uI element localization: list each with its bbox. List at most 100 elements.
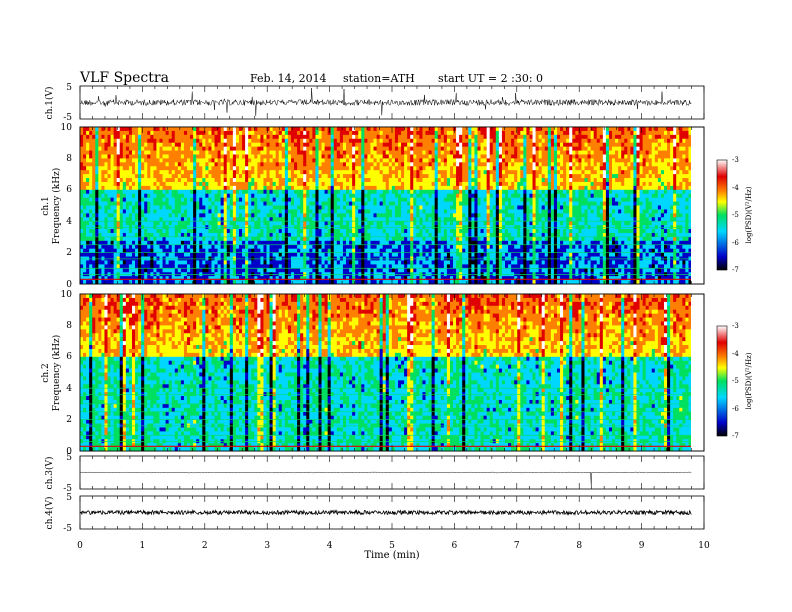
spectrogram-cell	[165, 134, 170, 140]
spectrogram-cell	[147, 240, 151, 246]
spectrogram-cell	[266, 170, 270, 175]
spectrogram-cell	[254, 146, 258, 151]
spectrogram-cell	[349, 240, 353, 246]
spectrogram-cell	[135, 162, 139, 167]
spectrogram-cell	[214, 268, 218, 273]
spectrogram-cell	[431, 213, 436, 218]
spectrogram-cell	[300, 142, 304, 148]
spectrogram-cell	[153, 209, 157, 214]
spectrogram-cell	[80, 150, 84, 155]
spectrogram-cell	[171, 201, 176, 206]
spectrogram-cell	[269, 280, 274, 284]
spectrogram-cell	[248, 280, 252, 284]
spectrogram-cell	[315, 240, 319, 246]
spectrogram-cell	[104, 205, 108, 210]
spectrogram-cell	[107, 193, 111, 199]
spectrogram-cell	[135, 232, 139, 238]
spectrogram-cell	[327, 244, 332, 250]
spectrogram-cell	[162, 229, 167, 234]
spectrogram-cell	[385, 142, 390, 148]
spectrogram-cell	[355, 260, 359, 265]
spectrogram-cell	[239, 178, 243, 183]
spectrogram-cell	[284, 166, 289, 171]
spectrogram-cell	[239, 205, 243, 210]
spectrogram-cell	[141, 236, 145, 242]
spectrogram-cell	[202, 138, 206, 144]
spectrogram-cell	[239, 240, 243, 246]
spectrogram-cell	[373, 217, 377, 222]
spectrogram-cell	[336, 150, 341, 155]
spectrogram-cell	[199, 134, 203, 140]
spectrogram-cell	[281, 209, 286, 214]
spectrogram-cell	[98, 162, 102, 167]
spectrogram-cell	[422, 134, 426, 140]
spectrogram-cell	[202, 264, 206, 269]
spectrogram-cell	[242, 264, 246, 269]
spectrogram-cell	[177, 205, 182, 210]
spectrogram-cell	[187, 154, 191, 159]
spectrogram-cell	[104, 260, 108, 265]
spectrogram-cell	[278, 240, 283, 246]
spectrogram-cell	[275, 217, 280, 222]
spectrogram-cell	[257, 134, 261, 140]
spectrogram-cell	[95, 142, 99, 148]
spectrogram-cell	[456, 142, 460, 148]
spectrogram-cell	[327, 209, 332, 214]
spectrogram-cell	[156, 264, 160, 269]
spectrogram-cell	[459, 154, 463, 159]
spectrogram-cell	[254, 154, 258, 159]
spectrogram-cell	[300, 127, 304, 132]
spectrogram-cell	[401, 127, 405, 132]
spectrogram-cell	[147, 134, 151, 140]
spectrogram-cell	[373, 205, 377, 210]
spectrogram-cell	[131, 260, 136, 265]
spectrogram-cell	[358, 240, 362, 246]
spectrogram-cell	[437, 232, 442, 238]
spectrogram-cell	[223, 185, 228, 191]
spectrogram-cell	[287, 170, 292, 175]
spectrogram-cell	[86, 134, 90, 140]
spectrogram-cell	[324, 213, 329, 218]
spectrogram-cell	[379, 197, 384, 202]
spectrogram-cell	[388, 213, 393, 218]
spectrogram-cell	[422, 174, 426, 179]
spectrogram-cell	[391, 197, 396, 202]
spectrogram-cell	[116, 197, 121, 202]
spectrogram-cell	[346, 268, 350, 273]
spectrogram-cell	[446, 185, 451, 191]
spectrogram-cell	[119, 260, 124, 265]
spectrogram-cell	[324, 193, 329, 199]
spectrogram-cell	[361, 232, 365, 238]
spectrogram-cell	[404, 280, 408, 284]
spectrogram-cell	[284, 193, 289, 199]
spectrogram-cell	[339, 170, 344, 175]
spectrogram-cell	[141, 185, 145, 191]
spectrogram-cell	[364, 193, 368, 199]
spectrogram-cell	[180, 209, 185, 214]
spectrogram-cell	[336, 146, 341, 151]
spectrogram-cell	[367, 166, 371, 171]
spectrogram-cell	[401, 268, 405, 273]
spectrogram-cell	[373, 193, 377, 199]
spectrogram-cell	[294, 280, 298, 284]
spectrogram-cell	[459, 146, 463, 151]
spectrogram-cell	[220, 280, 225, 284]
spectrogram-cell	[245, 244, 249, 250]
spectrogram-cell	[440, 181, 445, 187]
spectrogram-cell	[453, 146, 457, 151]
spectrogram-cell	[156, 244, 160, 250]
spectrogram-cell	[440, 248, 445, 254]
spectrogram-cell	[297, 127, 301, 132]
spectrogram-cell	[294, 232, 298, 238]
spectrogram-cell	[199, 150, 203, 155]
spectrogram-cell	[223, 189, 228, 195]
spectrogram-cell	[410, 178, 414, 183]
spectrogram-cell	[101, 217, 105, 222]
spectrogram-cell	[95, 127, 99, 132]
spectrogram-cell	[141, 138, 145, 144]
spectrogram-cell	[453, 280, 457, 284]
spectrogram-cell	[361, 205, 365, 210]
spectrogram-cell	[113, 201, 118, 206]
spectrogram-cell	[190, 229, 194, 234]
spectrogram-cell	[453, 252, 457, 257]
